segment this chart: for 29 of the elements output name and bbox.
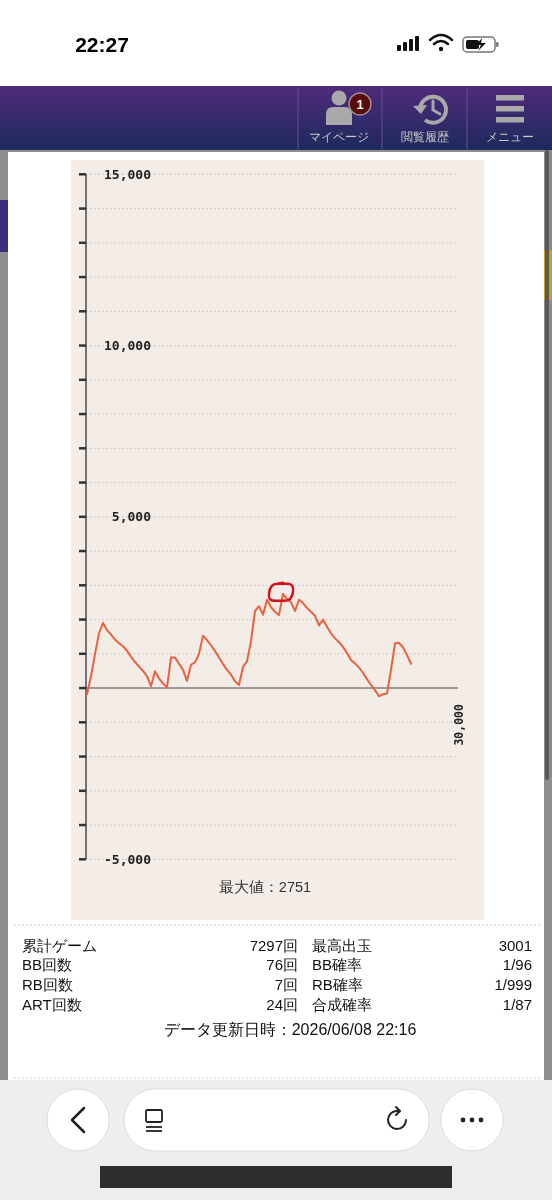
text: BB確率: [312, 956, 363, 974]
text: 76回: [266, 956, 298, 974]
text: 最高出玉: [312, 936, 372, 954]
text: 閲覧履歴: [401, 131, 449, 143]
text: 7297回: [249, 936, 298, 954]
text: ART回数: [22, 995, 82, 1013]
text: 7回: [274, 975, 298, 993]
text: 1/96: [502, 956, 532, 974]
text: 最大値：2751: [218, 879, 312, 895]
text: マイページ: [309, 131, 369, 143]
text: 合成確率: [312, 995, 372, 1013]
text: データ更新日時：2026/06/08 22:16: [163, 1020, 417, 1038]
y-tick-label: -5,000: [104, 851, 152, 867]
line-series: [86, 592, 413, 698]
text: 1/87: [502, 995, 532, 1013]
text: 22:27: [75, 32, 129, 56]
text: RB確率: [312, 975, 363, 993]
text: 3001: [498, 936, 532, 954]
text: 1: [356, 96, 364, 112]
text: BB回数: [22, 956, 73, 974]
y-tick-label: 5,000: [111, 509, 152, 525]
text: RB回数: [22, 975, 73, 993]
text: メニュー: [486, 131, 534, 143]
text: 1/999: [494, 975, 532, 993]
text: 累計ゲーム: [22, 936, 97, 954]
y-tick-label: 15,000: [104, 166, 152, 182]
text: 30,000: [452, 703, 466, 746]
text: 24回: [266, 995, 298, 1013]
y-tick-label: 10,000: [104, 338, 152, 354]
